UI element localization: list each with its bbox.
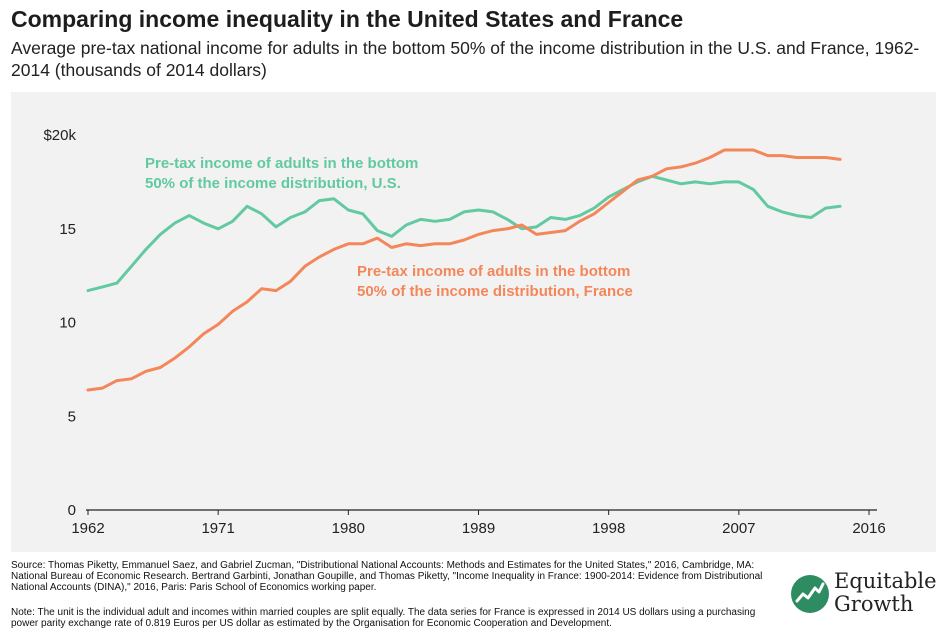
growth-chart-icon	[791, 575, 829, 613]
y-tick-label: 5	[68, 408, 76, 425]
x-tick-label: 1980	[332, 520, 365, 537]
x-tick-label: 2007	[722, 520, 755, 537]
chart-title: Comparing income inequality in the Unite…	[11, 6, 684, 32]
y-tick-label: 0	[68, 502, 76, 519]
x-tick-label: 1962	[71, 520, 104, 537]
france-income-line	[86, 148, 842, 392]
logo-line-1: Equitable	[834, 569, 937, 593]
us-series-label: 50% of the income distribution, U.S.	[145, 175, 401, 192]
us-income-line	[86, 174, 842, 293]
line-chart: 0 5 10 15 $20k 1962 1971 1980 1989 1998 2007 2016 Pr…	[43, 127, 885, 537]
y-tick-label: 15	[59, 221, 76, 238]
y-tick-label: $20k	[43, 127, 76, 144]
france-series-label: 50% of the income distribution, France	[357, 283, 633, 300]
france-series-label: Pre-tax income of adults in the bottom	[357, 263, 630, 280]
note-text: Note: The unit is the individual adult a…	[11, 607, 756, 629]
plot-panel: 0 5 10 15 $20k 1962 1971 1980 1989 1998 2007 2016 Pr…	[11, 92, 936, 552]
logo-line-2: Growth	[834, 592, 914, 616]
x-tick-label: 2016	[852, 520, 885, 537]
logo-wordmark: Equitable Growth	[834, 570, 937, 616]
us-series-label: Pre-tax income of adults in the bottom	[145, 155, 418, 172]
source-text: Source: Thomas Piketty, Emmanuel Saez, a…	[11, 560, 763, 593]
chart-subtitle: Average pre-tax national income for adul…	[11, 38, 920, 80]
x-tick-label: 1989	[462, 520, 495, 537]
equitable-growth-logo: Equitable Growth	[790, 570, 937, 625]
y-tick-label: 10	[59, 315, 76, 332]
x-tick-label: 1998	[592, 520, 625, 537]
x-tick-label: 1971	[201, 520, 234, 537]
